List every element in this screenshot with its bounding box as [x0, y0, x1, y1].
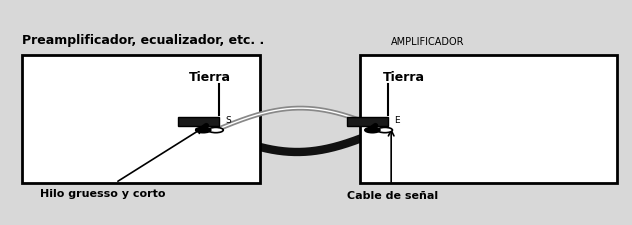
Text: E: E [394, 116, 400, 125]
Text: Preamplificador, ecualizador, etc. .: Preamplificador, ecualizador, etc. . [21, 34, 264, 47]
Circle shape [196, 127, 210, 133]
Text: Cable de señal: Cable de señal [348, 191, 439, 201]
Bar [348, 117, 388, 126]
Text: S: S [225, 116, 231, 125]
Bar [178, 117, 219, 126]
Text: Hilo gruesso y corto: Hilo gruesso y corto [40, 189, 166, 199]
Circle shape [365, 127, 380, 133]
Circle shape [377, 127, 392, 133]
Text: Tierra: Tierra [188, 71, 231, 84]
Bar [360, 55, 617, 183]
Bar [21, 55, 260, 183]
Circle shape [209, 127, 223, 133]
Text: Tierra: Tierra [383, 71, 425, 84]
Text: AMPLIFICADOR: AMPLIFICADOR [391, 37, 465, 47]
